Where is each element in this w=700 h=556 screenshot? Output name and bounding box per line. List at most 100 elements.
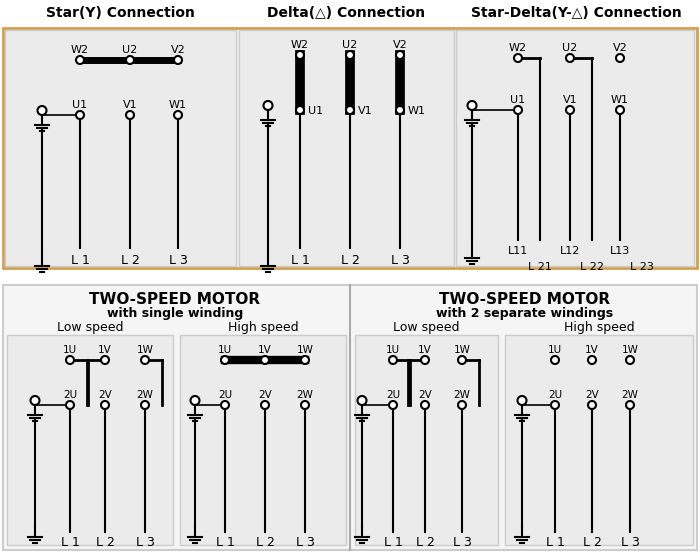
Text: L 2: L 2 — [120, 254, 139, 266]
Circle shape — [221, 356, 229, 364]
Text: 1W: 1W — [622, 345, 638, 355]
Text: U1: U1 — [510, 95, 526, 105]
Text: L 3: L 3 — [295, 535, 314, 549]
Circle shape — [66, 356, 74, 364]
Text: 2W: 2W — [454, 390, 470, 400]
Text: L11: L11 — [508, 246, 528, 256]
Text: High speed: High speed — [228, 321, 298, 335]
Text: L12: L12 — [560, 246, 580, 256]
Text: L 2: L 2 — [582, 535, 601, 549]
Bar — [3, 28, 697, 268]
Text: TWO-SPEED MOTOR: TWO-SPEED MOTOR — [440, 291, 610, 306]
Text: L 1: L 1 — [61, 535, 79, 549]
Circle shape — [616, 106, 624, 114]
Circle shape — [514, 106, 522, 114]
Text: V1: V1 — [122, 100, 137, 110]
Text: 1U: 1U — [548, 345, 562, 355]
Circle shape — [221, 401, 229, 409]
Circle shape — [566, 54, 574, 62]
Circle shape — [101, 401, 109, 409]
Circle shape — [458, 401, 466, 409]
Text: 1V: 1V — [418, 345, 432, 355]
Circle shape — [76, 56, 84, 64]
Circle shape — [389, 356, 397, 364]
Circle shape — [141, 356, 149, 364]
Text: 2V: 2V — [418, 390, 432, 400]
Circle shape — [101, 356, 109, 364]
Circle shape — [458, 356, 466, 364]
Text: 1V: 1V — [258, 345, 272, 355]
Text: W1: W1 — [169, 100, 187, 110]
Bar — [5, 30, 236, 266]
Text: 2U: 2U — [548, 390, 562, 400]
Text: U1: U1 — [308, 106, 323, 116]
Circle shape — [551, 356, 559, 364]
Circle shape — [389, 401, 397, 409]
Circle shape — [566, 106, 574, 114]
Text: L 1: L 1 — [216, 535, 234, 549]
Circle shape — [468, 101, 477, 110]
Circle shape — [358, 396, 367, 405]
Text: High speed: High speed — [564, 321, 634, 335]
Text: 2U: 2U — [218, 390, 232, 400]
Circle shape — [551, 401, 559, 409]
Text: 1V: 1V — [585, 345, 599, 355]
Circle shape — [421, 356, 429, 364]
Circle shape — [301, 356, 309, 364]
Circle shape — [261, 401, 269, 409]
Text: V2: V2 — [612, 43, 627, 53]
Text: 1U: 1U — [386, 345, 400, 355]
Circle shape — [31, 396, 39, 405]
Text: 2U: 2U — [63, 390, 77, 400]
Text: V1: V1 — [563, 95, 578, 105]
Text: L13: L13 — [610, 246, 630, 256]
Circle shape — [190, 396, 199, 405]
Text: U2: U2 — [122, 45, 138, 55]
Circle shape — [421, 401, 429, 409]
Text: L 22: L 22 — [580, 262, 604, 272]
Text: L 3: L 3 — [136, 535, 155, 549]
Text: 2V: 2V — [98, 390, 112, 400]
Text: U2: U2 — [562, 43, 578, 53]
Bar — [7, 335, 173, 545]
Bar — [505, 335, 693, 545]
Text: L 1: L 1 — [384, 535, 402, 549]
Circle shape — [588, 356, 596, 364]
Bar — [355, 335, 498, 545]
Text: Low speed: Low speed — [393, 321, 460, 335]
Circle shape — [126, 111, 134, 119]
Text: L 1: L 1 — [545, 535, 564, 549]
Circle shape — [174, 111, 182, 119]
Circle shape — [66, 401, 74, 409]
Text: 1W: 1W — [454, 345, 470, 355]
Text: 2W: 2W — [622, 390, 638, 400]
Text: Star-Delta(Y-△) Connection: Star-Delta(Y-△) Connection — [470, 6, 681, 20]
Text: TWO-SPEED MOTOR: TWO-SPEED MOTOR — [90, 291, 260, 306]
Text: V2: V2 — [171, 45, 186, 55]
Text: V2: V2 — [393, 40, 407, 50]
Circle shape — [396, 106, 404, 114]
Text: 1V: 1V — [98, 345, 112, 355]
Circle shape — [616, 54, 624, 62]
Text: 2W: 2W — [297, 390, 314, 400]
Text: L 3: L 3 — [169, 254, 188, 266]
Circle shape — [346, 106, 354, 114]
Text: W2: W2 — [291, 40, 309, 50]
Text: L 1: L 1 — [290, 254, 309, 266]
Circle shape — [296, 51, 304, 59]
Circle shape — [626, 356, 634, 364]
Bar — [239, 30, 454, 266]
Text: L 2: L 2 — [96, 535, 114, 549]
Text: L 1: L 1 — [71, 254, 90, 266]
Circle shape — [141, 401, 149, 409]
Bar — [180, 335, 346, 545]
Text: V1: V1 — [358, 106, 372, 116]
Text: Delta(△) Connection: Delta(△) Connection — [267, 6, 426, 20]
Circle shape — [261, 356, 269, 364]
Text: 2U: 2U — [386, 390, 400, 400]
Text: Star(Y) Connection: Star(Y) Connection — [46, 6, 195, 20]
Text: 2V: 2V — [585, 390, 599, 400]
Text: with 2 separate windings: with 2 separate windings — [436, 306, 614, 320]
Text: U2: U2 — [342, 40, 358, 50]
Text: L 23: L 23 — [630, 262, 654, 272]
